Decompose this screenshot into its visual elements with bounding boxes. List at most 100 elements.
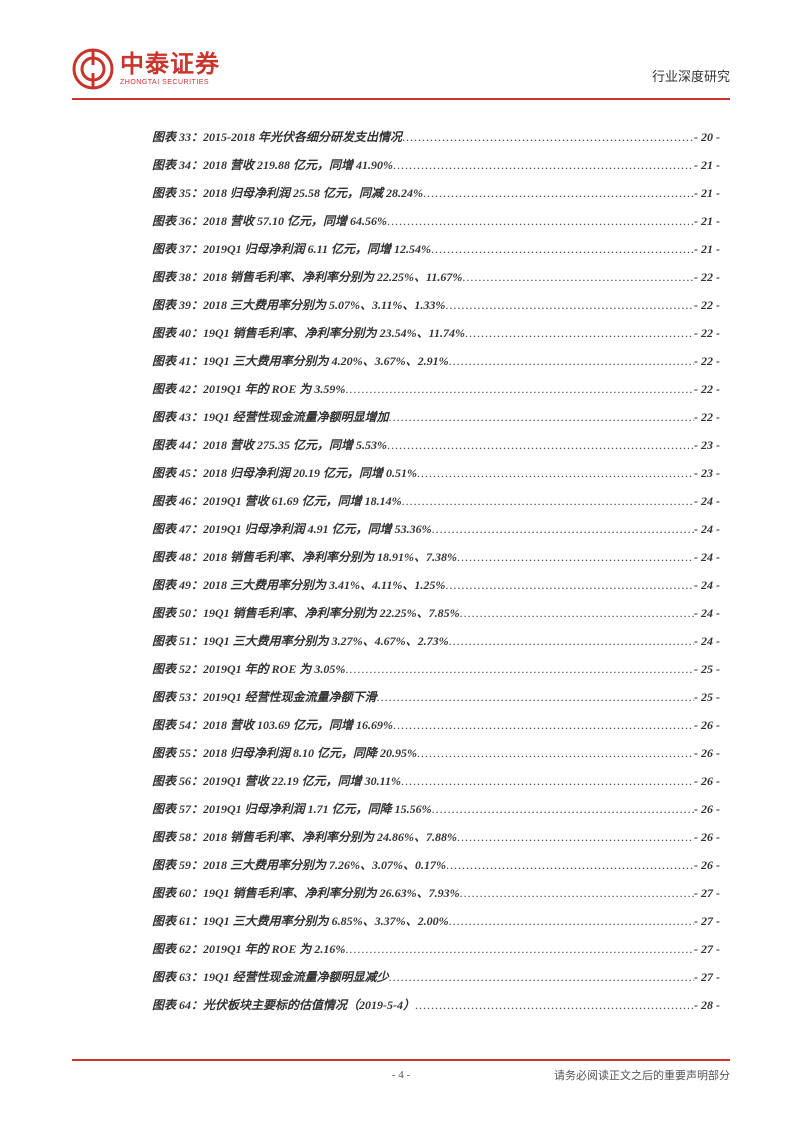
toc-entry: 图表 59：2018 三大费用率分别为 7.26%、3.07%、0.17% - … [152, 856, 720, 874]
toc-entry-page: - 26 - [694, 716, 720, 734]
toc-leader-dots [432, 800, 694, 818]
toc-entry-label: 图表 53：2019Q1 经营性现金流量净额下滑 [152, 688, 377, 706]
toc-entry-page: - 26 - [694, 856, 720, 874]
toc-entry-page: - 24 - [694, 548, 720, 566]
toc-entry-label: 图表 38：2018 销售毛利率、净利率分别为 22.25%、11.67% [152, 268, 462, 286]
toc-entry: 图表 44：2018 营收 275.35 亿元，同增 5.53% - 23 - [152, 436, 720, 454]
toc-entry-label: 图表 37：2019Q1 归母净利润 6.11 亿元，同增 12.54% [152, 240, 431, 258]
toc-entry-label: 图表 45：2018 归母净利润 20.19 亿元，同增 0.51% [152, 464, 417, 482]
toc-entry: 图表 63：19Q1 经营性现金流量净额明显减少 - 27 - [152, 968, 720, 986]
toc-entry-label: 图表 48：2018 销售毛利率、净利率分别为 18.91%、7.38% [152, 548, 457, 566]
table-of-contents: 图表 33：2015-2018 年光伏各细分研发支出情况- 20 - 图表 34：… [72, 128, 730, 1059]
toc-entry: 图表 43：19Q1 经营性现金流量净额明显增加 - 22 - [152, 408, 720, 426]
toc-entry-page: - 21 - [694, 212, 720, 230]
toc-entry: 图表 62：2019Q1 年的 ROE 为 2.16% - 27 - [152, 940, 720, 958]
toc-entry-page: - 26 - [694, 744, 720, 762]
toc-entry-label: 图表 46：2019Q1 营收 61.69 亿元，同增 18.14% [152, 492, 402, 510]
toc-leader-dots [345, 660, 694, 678]
toc-entry: 图表 42：2019Q1 年的 ROE 为 3.59%- 22 - [152, 380, 720, 398]
logo-english: ZHONGTAI SECURITIES [120, 79, 220, 86]
toc-leader-dots [449, 352, 694, 370]
toc-leader-dots [449, 632, 694, 650]
toc-entry-page: - 26 - [694, 828, 720, 846]
toc-entry-label: 图表 42：2019Q1 年的 ROE 为 3.59% [152, 380, 345, 398]
toc-entry-page: - 23 - [694, 464, 720, 482]
toc-entry: 图表 58：2018 销售毛利率、净利率分别为 24.86%、7.88% - 2… [152, 828, 720, 846]
toc-entry: 图表 35：2018 归母净利润 25.58 亿元，同减 28.24% - 21 … [152, 184, 720, 202]
toc-entry-page: - 24 - [694, 576, 720, 594]
toc-entry-page: - 23 - [694, 436, 720, 454]
toc-entry-label: 图表 41：19Q1 三大费用率分别为 4.20%、3.67%、2.91% [152, 352, 449, 370]
toc-leader-dots [401, 772, 694, 790]
toc-leader-dots [460, 884, 694, 902]
logo-text-block: 中泰证券 ZHONGTAI SECURITIES [120, 53, 220, 86]
toc-entry-page: - 21 - [694, 184, 720, 202]
toc-entry-page: - 25 - [694, 660, 720, 678]
toc-entry-page: - 24 - [694, 632, 720, 650]
toc-entry-page: - 27 - [694, 884, 720, 902]
toc-entry-label: 图表 55：2018 归母净利润 8.10 亿元，同降 20.95% [152, 744, 417, 762]
toc-leader-dots [415, 996, 694, 1014]
toc-leader-dots [402, 492, 694, 510]
toc-leader-dots [417, 464, 694, 482]
toc-entry: 图表 50：19Q1 销售毛利率、净利率分别为 22.25%、7.85% - 2… [152, 604, 720, 622]
toc-entry: 图表 54：2018 营收 103.69 亿元，同增 16.69%- 26 - [152, 716, 720, 734]
toc-leader-dots [465, 324, 694, 342]
toc-entry-page: - 24 - [694, 604, 720, 622]
toc-entry: 图表 52：2019Q1 年的 ROE 为 3.05% - 25 - [152, 660, 720, 678]
toc-entry-page: - 27 - [694, 940, 720, 958]
toc-leader-dots [462, 268, 694, 286]
toc-entry-label: 图表 39：2018 三大费用率分别为 5.07%、3.11%、1.33% [152, 296, 445, 314]
toc-entry-page: - 24 - [694, 520, 720, 538]
toc-leader-dots [402, 128, 694, 146]
toc-entry: 图表 37：2019Q1 归母净利润 6.11 亿元，同增 12.54%- 21… [152, 240, 720, 258]
toc-entry: 图表 55：2018 归母净利润 8.10 亿元，同降 20.95% - 26 - [152, 744, 720, 762]
toc-leader-dots [445, 576, 694, 594]
logo-chinese: 中泰证券 [120, 53, 220, 77]
toc-entry-page: - 25 - [694, 688, 720, 706]
toc-entry-label: 图表 43：19Q1 经营性现金流量净额明显增加 [152, 408, 389, 426]
toc-entry-label: 图表 57：2019Q1 归母净利润 1.71 亿元，同降 15.56% [152, 800, 432, 818]
toc-leader-dots [393, 716, 694, 734]
toc-leader-dots [431, 240, 694, 258]
toc-entry-label: 图表 56：2019Q1 营收 22.19 亿元，同增 30.11% [152, 772, 401, 790]
toc-entry-label: 图表 34：2018 营收 219.88 亿元，同增 41.90% [152, 156, 393, 174]
toc-entry-label: 图表 62：2019Q1 年的 ROE 为 2.16% [152, 940, 345, 958]
toc-entry-page: - 24 - [694, 492, 720, 510]
logo-block: 中泰证券 ZHONGTAI SECURITIES [72, 48, 220, 90]
toc-entry-label: 图表 36：2018 营收 57.10 亿元，同增 64.56% [152, 212, 387, 230]
toc-entry-label: 图表 60：19Q1 销售毛利率、净利率分别为 26.63%、7.93% [152, 884, 460, 902]
page-container: 中泰证券 ZHONGTAI SECURITIES 行业深度研究 图表 33：20… [0, 0, 802, 1133]
toc-entry-label: 图表 52：2019Q1 年的 ROE 为 3.05% [152, 660, 345, 678]
toc-leader-dots [387, 212, 694, 230]
toc-entry: 图表 53：2019Q1 经营性现金流量净额下滑 - 25 - [152, 688, 720, 706]
toc-entry: 图表 49：2018 三大费用率分别为 3.41%、4.11%、1.25% - … [152, 576, 720, 594]
toc-leader-dots [449, 912, 694, 930]
toc-leader-dots [457, 828, 694, 846]
toc-entry-label: 图表 59：2018 三大费用率分别为 7.26%、3.07%、0.17% [152, 856, 446, 874]
toc-entry: 图表 57：2019Q1 归母净利润 1.71 亿元，同降 15.56%- 26… [152, 800, 720, 818]
header-title: 行业深度研究 [652, 66, 730, 85]
toc-entry-label: 图表 63：19Q1 经营性现金流量净额明显减少 [152, 968, 389, 986]
toc-entry: 图表 60：19Q1 销售毛利率、净利率分别为 26.63%、7.93% - 2… [152, 884, 720, 902]
toc-entry-label: 图表 35：2018 归母净利润 25.58 亿元，同减 28.24% [152, 184, 423, 202]
toc-entry: 图表 36：2018 营收 57.10 亿元，同增 64.56% - 21 - [152, 212, 720, 230]
toc-entry-page: - 22 - [694, 352, 720, 370]
toc-entry: 图表 38：2018 销售毛利率、净利率分别为 22.25%、11.67% - … [152, 268, 720, 286]
toc-entry-page: - 22 - [694, 296, 720, 314]
toc-entry-page: - 27 - [694, 968, 720, 986]
toc-leader-dots [387, 436, 694, 454]
toc-leader-dots [457, 548, 694, 566]
toc-entry: 图表 33：2015-2018 年光伏各细分研发支出情况- 20 - [152, 128, 720, 146]
toc-entry-label: 图表 61：19Q1 三大费用率分别为 6.85%、3.37%、2.00% [152, 912, 449, 930]
page-footer: - 4 - 请务必阅读正文之后的重要声明部分 [72, 1059, 730, 1083]
toc-leader-dots [389, 968, 694, 986]
toc-entry-page: - 22 - [694, 268, 720, 286]
toc-entry-page: - 22 - [694, 408, 720, 426]
toc-entry-label: 图表 44：2018 营收 275.35 亿元，同增 5.53% [152, 436, 387, 454]
toc-entry: 图表 40：19Q1 销售毛利率、净利率分别为 23.54%、11.74%- 2… [152, 324, 720, 342]
toc-leader-dots [445, 296, 694, 314]
toc-entry: 图表 45：2018 归母净利润 20.19 亿元，同增 0.51% - 23 - [152, 464, 720, 482]
toc-entry-page: - 20 - [694, 128, 720, 146]
toc-entry-page: - 21 - [694, 156, 720, 174]
